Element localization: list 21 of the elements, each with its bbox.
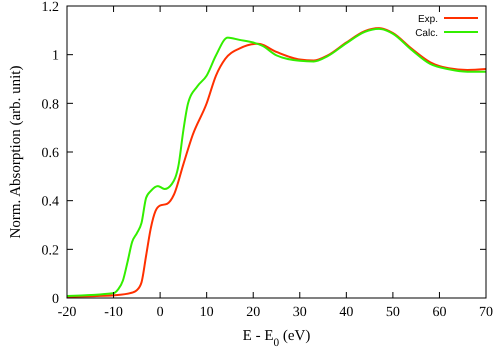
y-tick-label: 0 (52, 292, 59, 307)
y-tick-label: 0.8 (42, 97, 59, 112)
x-tick-label: 20 (246, 305, 260, 320)
y-tick-label: 0.6 (42, 146, 59, 161)
x-axis-title: E - E$_{0}$ (eV) (242, 328, 310, 349)
x-tick-label: 0 (156, 305, 164, 320)
x-tick-label: 60 (432, 305, 446, 320)
x-tick-label: -20 (58, 305, 76, 320)
y-tick-label: 0.4 (42, 194, 59, 210)
y-tick-label: 1.2 (42, 0, 59, 15)
y-tick-label: 0.2 (42, 243, 59, 258)
legend-label: Calc. (415, 28, 438, 39)
x-tick-label: 50 (386, 305, 400, 320)
y-tick-label: 1 (52, 48, 59, 64)
x-tick-label: 30 (292, 305, 307, 320)
x-tick-label: 10 (200, 305, 214, 320)
x-tick-label: 40 (339, 305, 354, 320)
x-tick-label: 70 (479, 305, 493, 320)
legend-label: Exp. (418, 14, 438, 25)
x-tick-label: -10 (104, 305, 123, 320)
y-axis-title: Norm. Absorption (arb. unit) (8, 66, 24, 238)
